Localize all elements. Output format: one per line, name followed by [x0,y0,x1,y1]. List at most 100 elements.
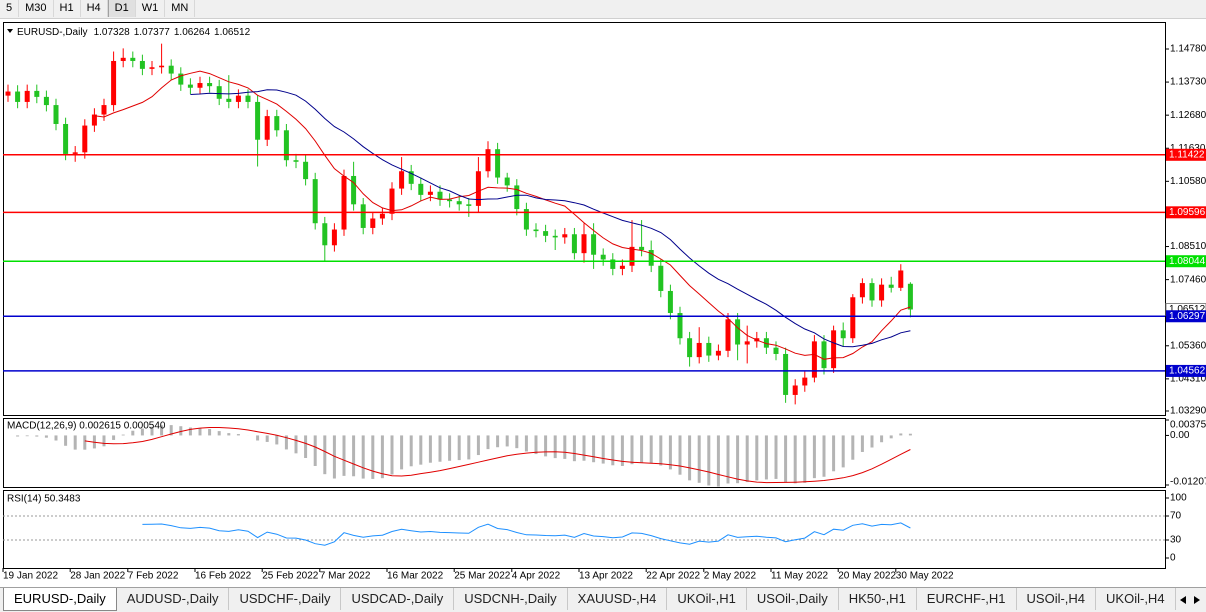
candle-body [91,114,97,126]
macd-bar [784,435,788,483]
candle-body [235,95,241,102]
macd-bar [304,435,308,459]
period-button[interactable]: D1 [107,0,136,17]
candle-body [226,98,232,102]
chart-tab[interactable]: UKOil-,H1 [667,588,747,610]
candle-body [495,149,501,178]
x-tick-label: 30 May 2022 [896,571,954,582]
candle-body [821,341,827,369]
candle-body [600,254,606,260]
macd-bar [841,435,845,468]
macd-bar [889,435,893,439]
x-tick-label: 11 May 2022 [771,571,829,582]
scroll-left[interactable] [1180,596,1186,604]
price-plot [3,43,1165,405]
x-tick-label: 4 Apr 2022 [512,571,561,582]
candle-body [255,101,261,140]
macd-bar [505,435,509,447]
candle-body [427,191,433,195]
period-button[interactable]: M30 [19,0,54,17]
candle-body [370,218,376,228]
macd-bar [659,435,663,466]
candle-body [351,175,357,205]
chart-tab[interactable]: HK50-,H1 [839,588,917,610]
macd-bar [361,435,365,479]
candle-body [456,201,462,205]
y-tick-label: 1.10580 [1170,176,1206,187]
open: 1.07328 [94,27,131,38]
y-tick-label: 1.12680 [1170,110,1206,121]
menu-arrow[interactable] [7,29,13,33]
rsi-tick-label: 30 [1170,535,1182,546]
period-button[interactable]: 5 [0,0,20,17]
candle-body [763,338,769,348]
macd-bar [265,435,269,442]
macd-bar [582,435,586,461]
period-button[interactable]: H4 [81,0,108,17]
x-tick-label: 16 Mar 2022 [387,571,444,582]
level-label: 1.09596 [1169,207,1206,218]
close: 1.06512 [214,27,251,38]
macd-bar [102,435,106,447]
macd-bar [160,425,164,436]
macd-bar [198,428,202,436]
macd-bar [755,435,759,481]
macd-bar [131,430,135,436]
chart-tab[interactable]: EURCHF-,H1 [917,588,1017,610]
x-tick-label: 7 Mar 2022 [320,571,371,582]
macd-bar [179,426,183,436]
chart-tab[interactable]: EURUSD-,Daily [3,588,117,611]
candle-body [149,67,155,69]
period-button[interactable]: MN [165,0,196,17]
candle-body [792,385,798,395]
chart-tab[interactable]: XAUUSD-,H4 [568,588,668,610]
chart-tab[interactable]: USDCNH-,Daily [454,588,568,610]
candle-body [744,341,750,345]
candle-body [783,353,789,395]
candle-body [466,204,472,206]
high: 1.07377 [134,27,171,38]
level-label: 1.11422 [1169,149,1205,160]
macd-bar [851,435,855,460]
y-tick-label: 1.11630 [1170,143,1206,154]
candle-body [139,60,145,69]
macd-bar [73,435,77,450]
chart-tab[interactable]: USOil-,Daily [747,588,839,610]
macd-bar [457,435,461,461]
macd-bar [313,435,317,466]
macd-bar [448,435,452,461]
level-label-box [1166,206,1206,219]
macd-tick-label: 0.003758 [1170,420,1206,431]
period-button[interactable]: H1 [54,0,81,17]
macd-bar [16,435,20,437]
candle-body [619,265,625,269]
macd-bar [169,425,173,436]
chart-tab[interactable]: USDCHF-,Daily [229,588,342,610]
macd-bar [208,429,212,436]
candle-body [264,116,270,140]
macd-bar [275,435,279,445]
macd-bar [611,435,615,466]
level-label-box [1166,364,1206,377]
candle-body [571,234,577,254]
chart-tab[interactable]: USOil-,H4 [1017,588,1097,610]
macd-bar [524,435,528,452]
period-button[interactable]: W1 [136,0,166,17]
scroll-right[interactable] [1194,596,1200,604]
chart-tab[interactable]: UKOil-,H4 [1096,588,1176,610]
candle-body [715,350,721,356]
moving-average [190,89,911,348]
candle-body [245,95,251,102]
macd-bar [803,435,807,483]
chart-tab[interactable]: USDCAD-,Daily [341,588,455,610]
macd-bar [438,435,442,462]
x-tick-label: 19 Jan 2022 [3,571,58,582]
candle-body [53,105,59,124]
chart-tab[interactable]: AUDUSD-,Daily [117,588,230,610]
candle-body [447,199,453,202]
macd-bar [908,433,912,436]
candle-body [514,185,520,210]
candle-body [533,229,539,232]
y-tick-label: 1.08510 [1170,241,1206,252]
